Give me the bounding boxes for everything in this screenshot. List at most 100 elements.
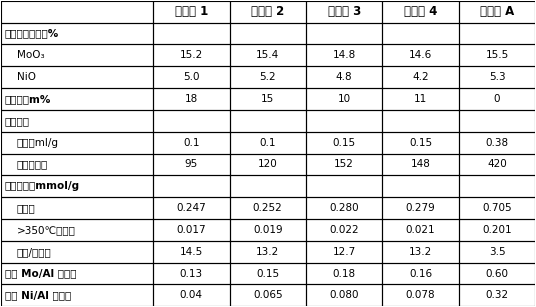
Bar (153, 66, 229, 88)
Text: 表面性质: 表面性质 (5, 116, 30, 126)
Text: 0.15: 0.15 (333, 138, 356, 148)
Text: 0.080: 0.080 (330, 290, 359, 300)
Text: 红外酸量，mmol/g: 红外酸量，mmol/g (5, 181, 80, 191)
Bar (153, 263, 229, 285)
Text: 0.1: 0.1 (259, 138, 276, 148)
Text: 总酸量: 总酸量 (17, 203, 35, 213)
Bar (1, 110, 153, 132)
Bar (1, 1, 153, 22)
Bar (382, 241, 459, 263)
Text: 催化剂 A: 催化剂 A (480, 5, 514, 18)
Bar (459, 154, 535, 175)
Bar (153, 22, 229, 44)
Bar (382, 197, 459, 219)
Bar (459, 285, 535, 306)
Bar (1, 263, 153, 285)
Text: 0.1: 0.1 (183, 138, 199, 148)
Text: 5.0: 5.0 (183, 72, 199, 82)
Bar (459, 197, 535, 219)
Bar (459, 132, 535, 154)
Text: 152: 152 (334, 159, 354, 169)
Text: 总酸/强酸比: 总酸/强酸比 (17, 247, 51, 257)
Bar (229, 44, 306, 66)
Text: 待生剂 4: 待生剂 4 (404, 5, 437, 18)
Bar (153, 175, 229, 197)
Bar (229, 110, 306, 132)
Bar (306, 219, 382, 241)
Bar (153, 132, 229, 154)
Bar (382, 263, 459, 285)
Text: 13.2: 13.2 (256, 247, 279, 257)
Text: 0.252: 0.252 (253, 203, 282, 213)
Bar (459, 110, 535, 132)
Bar (382, 285, 459, 306)
Bar (1, 197, 153, 219)
Bar (382, 110, 459, 132)
Bar (1, 154, 153, 175)
Bar (1, 132, 153, 154)
Text: 0.019: 0.019 (253, 225, 282, 235)
Bar (382, 132, 459, 154)
Bar (459, 241, 535, 263)
Text: 95: 95 (185, 159, 198, 169)
Bar (459, 175, 535, 197)
Bar (382, 22, 459, 44)
Text: 0.280: 0.280 (329, 203, 359, 213)
Bar (1, 66, 153, 88)
Bar (382, 219, 459, 241)
Bar (459, 219, 535, 241)
Text: 0.247: 0.247 (176, 203, 206, 213)
Bar (229, 66, 306, 88)
Bar (306, 175, 382, 197)
Bar (1, 44, 153, 66)
Text: 0.13: 0.13 (180, 269, 203, 278)
Bar (153, 197, 229, 219)
Bar (153, 154, 229, 175)
Bar (153, 88, 229, 110)
Text: 4.8: 4.8 (336, 72, 353, 82)
Bar (306, 110, 382, 132)
Bar (459, 22, 535, 44)
Bar (229, 154, 306, 175)
Bar (229, 1, 306, 22)
Bar (306, 263, 382, 285)
Text: 148: 148 (411, 159, 430, 169)
Bar (229, 132, 306, 154)
Text: 0.022: 0.022 (329, 225, 359, 235)
Text: 0.60: 0.60 (486, 269, 509, 278)
Bar (306, 285, 382, 306)
Bar (1, 285, 153, 306)
Text: 0.16: 0.16 (409, 269, 432, 278)
Text: 15.4: 15.4 (256, 50, 279, 60)
Bar (382, 66, 459, 88)
Text: 表面 Mo/Al 原子比: 表面 Mo/Al 原子比 (5, 269, 77, 278)
Bar (382, 1, 459, 22)
Bar (382, 44, 459, 66)
Text: 0: 0 (494, 94, 500, 104)
Bar (306, 22, 382, 44)
Bar (306, 241, 382, 263)
Text: 15.2: 15.2 (180, 50, 203, 60)
Bar (459, 88, 535, 110)
Text: 0.15: 0.15 (409, 138, 432, 148)
Text: 15.5: 15.5 (486, 50, 509, 60)
Bar (1, 175, 153, 197)
Text: 比表面积，: 比表面积， (17, 159, 48, 169)
Text: 0.18: 0.18 (333, 269, 356, 278)
Text: 活性金属含量，%: 活性金属含量，% (5, 29, 59, 38)
Bar (1, 88, 153, 110)
Bar (382, 154, 459, 175)
Text: 待生剂 3: 待生剂 3 (327, 5, 361, 18)
Text: 0.32: 0.32 (486, 290, 509, 300)
Bar (153, 285, 229, 306)
Text: 5.2: 5.2 (259, 72, 276, 82)
Text: 14.6: 14.6 (409, 50, 432, 60)
Text: 含炭量，m%: 含炭量，m% (5, 94, 51, 104)
Text: 12.7: 12.7 (332, 247, 356, 257)
Text: 11: 11 (414, 94, 427, 104)
Text: MoO₃: MoO₃ (17, 50, 44, 60)
Text: 120: 120 (258, 159, 278, 169)
Text: 13.2: 13.2 (409, 247, 432, 257)
Bar (306, 88, 382, 110)
Bar (459, 66, 535, 88)
